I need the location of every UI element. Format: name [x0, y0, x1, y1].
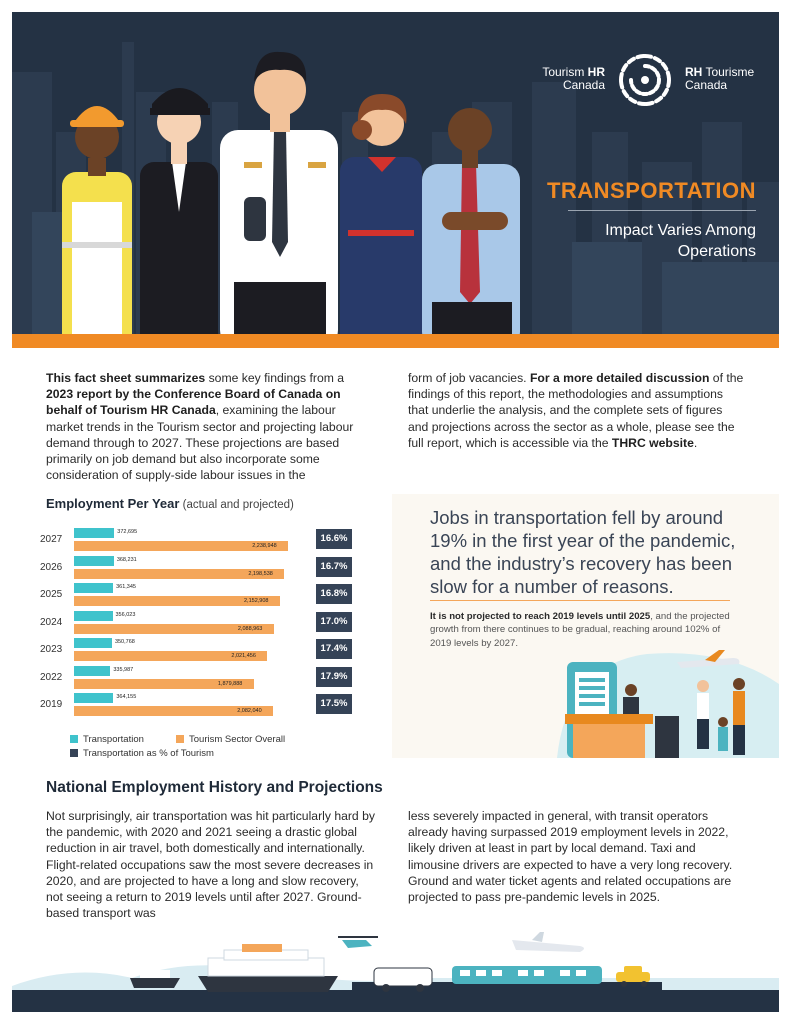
bar-transportation [74, 583, 114, 593]
bar-value-label: 361,345 [116, 584, 136, 590]
bar-transportation [74, 555, 114, 566]
bar-transportation [74, 693, 114, 703]
bar-tourism-sector [74, 678, 254, 689]
chart-category-label: 2025 [40, 589, 63, 600]
legend-item-percent: Transportation as % of Tourism [70, 748, 214, 759]
page-title: TRANSPORTATION [546, 178, 756, 203]
chart-category-label: 2024 [40, 616, 63, 628]
intro-paragraph-left: This fact sheet summarizes some key find… [46, 371, 354, 483]
legend-swatch-peach [176, 735, 184, 743]
bar-transportation [74, 528, 115, 538]
chauffeur-figure [140, 88, 218, 348]
chart-category-label: 2022 [40, 671, 63, 683]
train-icon [452, 966, 602, 984]
legend-swatch-slate [70, 749, 78, 757]
legend-item-transportation: Transportation [70, 734, 144, 745]
percent-badge: 17.4% [316, 639, 352, 659]
intro-paragraph-right: form of job vacancies. For a more detail… [408, 371, 744, 450]
percent-badge: 17.5% [316, 694, 352, 714]
chart-category-label: 2027 [40, 534, 63, 545]
percent-badge: 17.9% [316, 666, 352, 687]
employment-bar-chart: 2027 372,695 2,238,948 16.6% 2026 368,231 2,19… [40, 522, 360, 722]
title-divider [568, 210, 756, 211]
construction-worker-figure [62, 106, 132, 348]
taxi-icon [616, 966, 650, 987]
national-paragraph-right: less severely impacted in general, with … [408, 809, 733, 905]
cruise-ship-icon [198, 944, 338, 992]
bar-transportation [74, 638, 112, 648]
bar-tourism-sector [74, 651, 268, 661]
callout-quote: Jobs in transportation fell by around 19… [430, 507, 736, 597]
chart-category-label: 2023 [40, 644, 63, 655]
small-boat-icon [130, 970, 180, 988]
helicopter-icon [338, 936, 378, 948]
legend-swatch-teal [70, 735, 78, 743]
bar-value-label: 372,695 [117, 529, 138, 535]
airplane-icon [677, 650, 740, 668]
bar-tourism-sector [74, 623, 274, 634]
bar-tourism-sector [74, 541, 289, 551]
bar-tourism-sector [74, 706, 274, 716]
percent-badge: 16.6% [316, 529, 352, 549]
airplane-icon [512, 932, 584, 952]
bar-value-label: 1,879,888 [217, 680, 243, 687]
logo-text-french: RH Tourisme Canada [685, 65, 755, 92]
legend-item-tourism: Tourism Sector Overall [176, 734, 285, 745]
bar-value-label: 335,987 [113, 666, 134, 673]
pilot-figure [220, 51, 338, 348]
airport-counter-illustration [557, 650, 779, 758]
bar-value-label: 2,198,538 [248, 570, 273, 577]
section-title-national: National Employment History and Projecti… [46, 779, 383, 796]
bar-value-label: 368,231 [116, 556, 137, 563]
bar-value-label: 350,768 [114, 639, 135, 645]
bar-value-label: 2,238,948 [252, 543, 277, 549]
bar-transportation [74, 665, 111, 676]
bar-value-label: 364,155 [116, 694, 137, 700]
callout-box: Jobs in transportation fell by around 19… [392, 494, 779, 758]
chart-category-label: 2019 [40, 699, 63, 710]
bar-value-label: 356,023 [115, 611, 136, 618]
bar-value-label: 2,082,040 [237, 708, 262, 714]
percent-badge: 16.8% [316, 584, 352, 604]
transport-vehicles-illustration [12, 932, 779, 1012]
callout-body: It is not projected to reach 2019 levels… [430, 611, 730, 649]
callout-divider [430, 600, 730, 601]
bar-tourism-sector [74, 596, 280, 606]
workers-illustration [62, 51, 520, 348]
chart-legend: Transportation Tourism Sector Overall Tr… [70, 734, 370, 764]
bar-value-label: 2,152,908 [243, 598, 269, 604]
page-subtitle: Impact Varies Among Operations [605, 222, 756, 260]
percent-badge: 17.0% [316, 611, 352, 632]
thrc-website-link[interactable]: THRC website [611, 435, 694, 450]
bus-icon [373, 967, 433, 992]
logo-swirl-icon [619, 54, 671, 106]
chart-title: Employment Per Year (actual and projecte… [46, 496, 294, 511]
chart-category-label: 2026 [40, 561, 63, 573]
tourism-hr-canada-logo[interactable]: Tourism HR Canada RH Tourisme Canada [525, 50, 765, 110]
bar-transportation [74, 610, 113, 621]
hero-accent-stripe [12, 334, 779, 348]
logo-text-english: Tourism HR Canada [542, 65, 605, 92]
bar-tourism-sector [74, 568, 285, 579]
hero-banner: Tourism HR Canada RH Tourisme Canada TRA… [12, 12, 779, 348]
percent-badge: 16.7% [316, 556, 352, 577]
bar-value-label: 2,021,456 [231, 653, 256, 659]
national-paragraph-left: Not surprisingly, air transportation was… [46, 809, 375, 921]
bar-value-label: 2,088,963 [237, 625, 263, 632]
ticket-agent-figure [422, 108, 520, 348]
